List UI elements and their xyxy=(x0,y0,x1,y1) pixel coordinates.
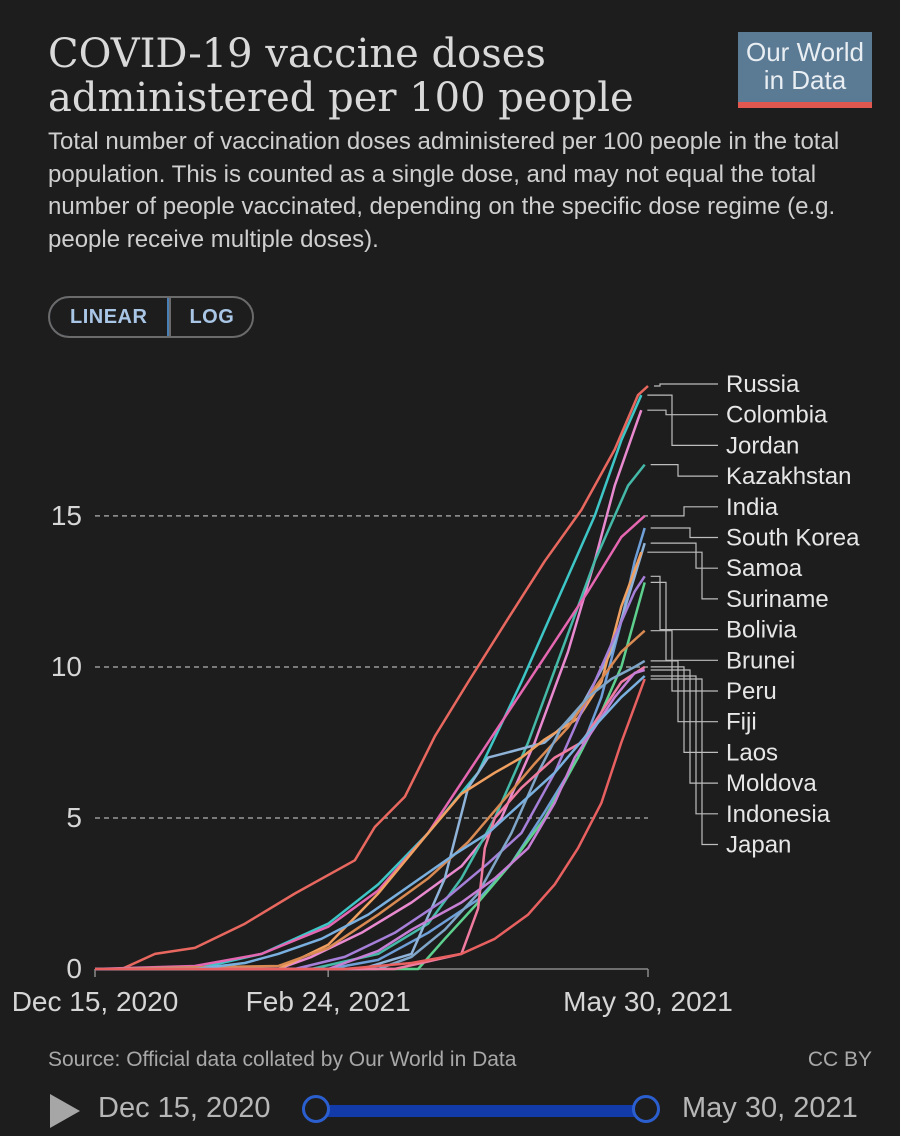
owid-logo[interactable]: Our World in Data xyxy=(738,32,872,108)
y-tick-label: 0 xyxy=(66,953,82,984)
legend-label-japan[interactable]: Japan xyxy=(726,832,791,859)
logo-line-2: in Data xyxy=(763,65,847,95)
legend-connector xyxy=(647,409,718,416)
legend-label-russia[interactable]: Russia xyxy=(726,371,800,398)
legend-connector xyxy=(650,464,718,477)
series-line-samoa[interactable] xyxy=(95,542,646,971)
license-link[interactable]: CC BY xyxy=(807,1048,872,1071)
legend-label-peru[interactable]: Peru xyxy=(726,678,777,705)
chart-subtitle: Total number of vaccination doses admini… xyxy=(48,128,840,253)
legend-label-kazakhstan[interactable]: Kazakhstan xyxy=(726,463,851,490)
legend-connector xyxy=(650,542,718,569)
series-line-brunei[interactable] xyxy=(95,582,646,971)
legend-label-south-korea[interactable]: South Korea xyxy=(726,525,860,552)
legend-label-fiji[interactable]: Fiji xyxy=(726,709,757,736)
legend-connector xyxy=(654,383,718,387)
legend-connector xyxy=(650,666,718,753)
timeline-start-date: Dec 15, 2020 xyxy=(98,1092,271,1124)
legend-label-indonesia[interactable]: Indonesia xyxy=(726,801,831,828)
series-line-jordan[interactable] xyxy=(95,394,643,971)
y-tick-label: 10 xyxy=(51,651,82,682)
chart-title: COVID-19 vaccine doses administered per … xyxy=(48,32,688,120)
series-line-indonesia[interactable] xyxy=(95,675,646,971)
x-tick-label: Feb 24, 2021 xyxy=(246,986,411,1017)
legend-connector xyxy=(650,678,718,846)
legend-connector xyxy=(650,527,718,539)
series-line-japan[interactable] xyxy=(95,678,646,971)
legend-label-bolivia[interactable]: Bolivia xyxy=(726,617,797,644)
chart-title-line-1: COVID-19 vaccine doses xyxy=(48,31,546,77)
y-tick-label: 5 xyxy=(66,802,82,833)
series-line-suriname[interactable] xyxy=(95,551,643,971)
series-line-bolivia[interactable] xyxy=(95,575,646,971)
legend-label-brunei[interactable]: Brunei xyxy=(726,647,795,674)
logo-line-1: Our World xyxy=(746,37,864,67)
timeline-bar: Dec 15, 2020 May 30, 2021 xyxy=(0,1086,900,1136)
toggle-divider xyxy=(169,298,172,336)
legend-connector xyxy=(647,551,718,600)
x-tick-label: May 30, 2021 xyxy=(563,986,733,1017)
legend-connector xyxy=(650,575,718,631)
play-icon[interactable] xyxy=(50,1094,80,1128)
legend-connector xyxy=(647,394,718,446)
legend-label-suriname[interactable]: Suriname xyxy=(726,586,829,613)
legend-label-moldova[interactable]: Moldova xyxy=(726,770,817,797)
series-line-kazakhstan[interactable] xyxy=(95,463,646,971)
timeline-track[interactable] xyxy=(316,1105,646,1117)
timeline-start-handle[interactable] xyxy=(302,1095,330,1123)
timeline-end-handle[interactable] xyxy=(632,1095,660,1123)
series-line-moldova[interactable] xyxy=(95,668,646,971)
log-scale-button[interactable]: LOG xyxy=(171,298,252,336)
legend-label-india[interactable]: India xyxy=(726,494,779,521)
series-line-peru[interactable] xyxy=(94,629,646,971)
line-chart: 0 5 10 15 Dec 15, 2020 Feb 24, 2021 May 30, 20… xyxy=(12,371,860,1017)
linear-scale-button[interactable]: LINEAR xyxy=(50,298,170,336)
legend-connector xyxy=(650,675,718,815)
y-tick-label: 15 xyxy=(51,500,82,531)
scale-toggle: LINEAR LOG xyxy=(48,296,255,338)
legend-label-colombia[interactable]: Colombia xyxy=(726,402,828,429)
series-line-colombia[interactable] xyxy=(95,409,643,971)
timeline-end-date: May 30, 2021 xyxy=(682,1092,858,1124)
legend-label-samoa[interactable]: Samoa xyxy=(726,555,803,582)
legend-connector xyxy=(650,669,718,784)
legend-label-jordan[interactable]: Jordan xyxy=(726,432,799,459)
series-line-russia[interactable] xyxy=(95,385,649,971)
series-line-fiji[interactable] xyxy=(95,659,646,971)
legend-connector xyxy=(650,506,718,517)
chart-title-line-2: administered per 100 people xyxy=(48,75,634,121)
legend-label-laos[interactable]: Laos xyxy=(726,739,778,766)
legend-connector xyxy=(650,581,718,661)
source-note: Source: Official data collated by Our Wo… xyxy=(48,1048,517,1071)
series-line-india[interactable] xyxy=(94,514,646,971)
x-tick-label: Dec 15, 2020 xyxy=(12,986,179,1017)
legend-connector xyxy=(650,660,718,723)
